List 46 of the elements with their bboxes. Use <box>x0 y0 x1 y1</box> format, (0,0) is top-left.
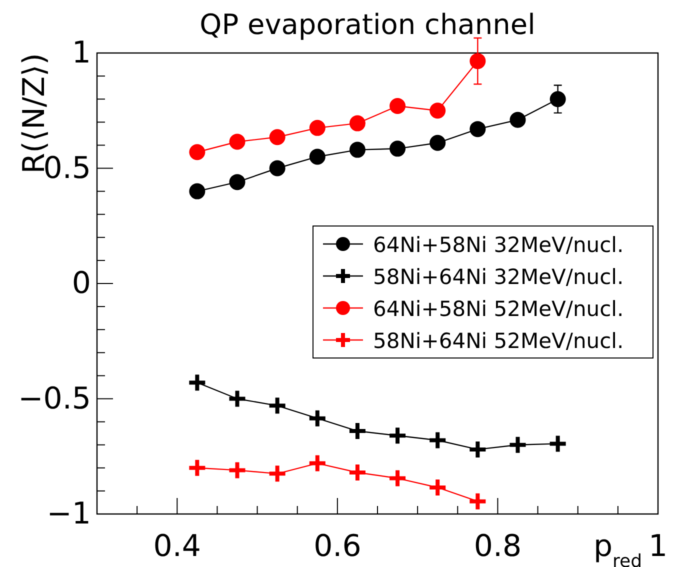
point <box>267 396 288 416</box>
point <box>187 372 208 393</box>
legend-label: 64Ni+58Ni 52MeV/nucl. <box>373 297 624 321</box>
chart-title: QP evaporation channel <box>200 8 536 41</box>
y-tick-label: −1 <box>46 496 91 532</box>
x-axis-title: p$_{red}$ <box>593 529 642 567</box>
point <box>227 460 248 480</box>
legend-label: 58Ni+64Ni 32MeV/nucl. <box>373 265 624 289</box>
point <box>269 129 286 146</box>
point <box>349 142 366 158</box>
point <box>349 115 366 132</box>
y-tick-label: 1 <box>72 36 91 71</box>
point <box>468 491 488 512</box>
point <box>508 434 528 455</box>
point <box>550 91 566 108</box>
point <box>307 453 328 474</box>
point <box>428 430 448 450</box>
point <box>470 121 486 138</box>
legend-label: 58Ni+64Ni 52MeV/nucl. <box>373 329 624 353</box>
point <box>267 464 288 484</box>
legend-label: 64Ni+58Ni 32MeV/nucl. <box>373 233 624 257</box>
point <box>510 112 526 128</box>
point <box>470 53 486 70</box>
y-tick-label: 0 <box>72 266 91 302</box>
x-tick-label: 1 <box>648 529 668 564</box>
x-tick-label: 0.4 <box>153 529 201 564</box>
point <box>269 160 286 176</box>
point <box>390 140 406 157</box>
point <box>430 102 446 119</box>
x-tick-label: 0.8 <box>474 529 522 564</box>
point <box>187 458 208 478</box>
point <box>229 134 246 150</box>
point <box>307 408 328 428</box>
point <box>227 388 248 409</box>
point <box>189 183 206 200</box>
point <box>309 148 326 165</box>
point <box>189 144 206 160</box>
point <box>390 98 406 114</box>
point <box>229 174 246 190</box>
point <box>309 120 326 136</box>
point <box>430 134 446 151</box>
point <box>548 434 568 454</box>
x-tick-label: 0.6 <box>314 529 362 564</box>
point <box>388 468 408 488</box>
y-tick-label: −0.5 <box>18 381 91 416</box>
point <box>388 426 408 446</box>
